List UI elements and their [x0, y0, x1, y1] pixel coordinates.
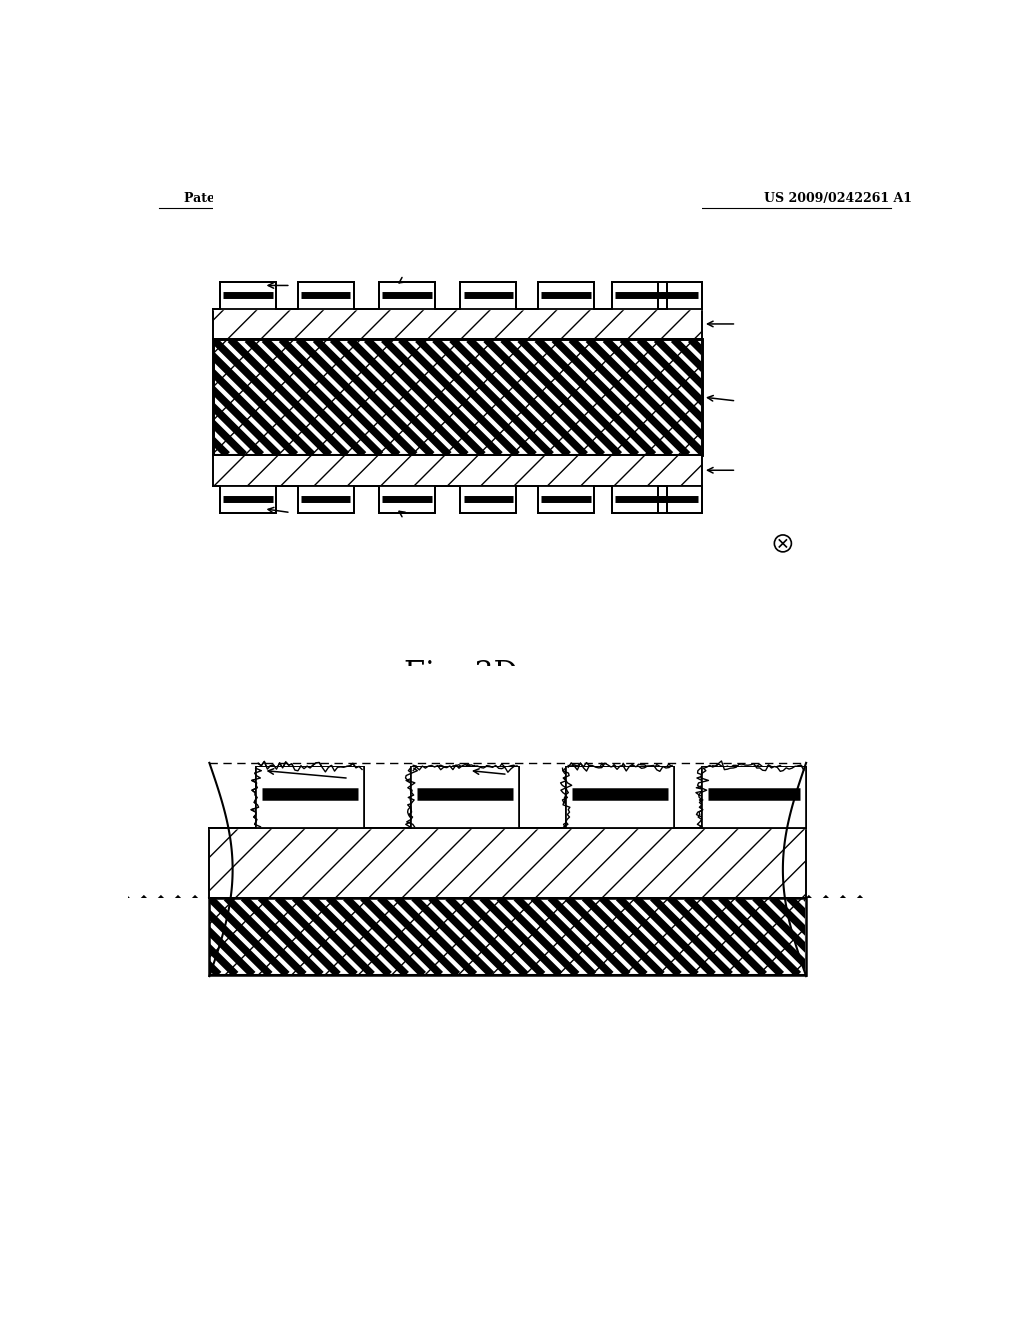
Circle shape	[774, 535, 792, 552]
Bar	[379, 486, 435, 512]
Bar	[538, 281, 594, 309]
Bar	[128, 898, 210, 1205]
Text: Fig. 3C: Fig. 3C	[404, 243, 518, 275]
Bar	[538, 281, 594, 309]
Bar	[213, 339, 701, 455]
Bar	[298, 281, 353, 309]
Bar	[538, 486, 594, 512]
Bar	[379, 486, 435, 512]
Bar	[213, 339, 701, 455]
Bar	[213, 455, 701, 609]
Bar	[461, 486, 516, 512]
Bar	[538, 281, 594, 309]
Bar	[611, 281, 668, 309]
Text: Patent Application Publication: Patent Application Publication	[183, 191, 399, 205]
Bar	[658, 281, 701, 309]
Bar	[213, 339, 701, 455]
Bar	[220, 281, 276, 309]
Text: 21UV$_{\mathregular{P1}}$: 21UV$_{\mathregular{P1}}$	[303, 731, 356, 748]
Bar	[566, 767, 675, 829]
Text: 21LO$_{\mathregular{P1}}$: 21LO$_{\mathregular{P1}}$	[350, 519, 401, 537]
Text: 21L$_1$: 21L$_1$	[741, 458, 776, 475]
Polygon shape	[209, 767, 806, 829]
Text: Oct. 1, 2009   Sheet 5 of 23: Oct. 1, 2009 Sheet 5 of 23	[335, 191, 526, 205]
Polygon shape	[213, 281, 701, 309]
Bar	[701, 767, 806, 829]
Bar	[658, 486, 701, 512]
Bar	[461, 281, 516, 309]
Text: Fig. 3D: Fig. 3D	[404, 659, 518, 690]
Bar	[209, 898, 806, 974]
Bar	[220, 486, 276, 512]
Bar	[538, 486, 594, 512]
Bar	[411, 767, 519, 829]
Text: 21LV$_{\mathregular{P1}}$: 21LV$_{\mathregular{P1}}$	[246, 517, 297, 535]
Bar	[256, 767, 365, 829]
Bar	[220, 281, 276, 309]
Bar	[461, 486, 516, 512]
Bar	[805, 898, 1024, 1205]
Bar	[611, 486, 668, 512]
Bar	[209, 665, 806, 896]
Bar	[256, 767, 365, 829]
Text: Y: Y	[759, 539, 768, 552]
Bar	[213, 309, 701, 339]
Text: US 2009/0242261 A1: US 2009/0242261 A1	[764, 191, 911, 205]
Bar	[538, 486, 594, 512]
Bar	[461, 281, 516, 309]
Bar	[220, 281, 276, 309]
Text: Z: Z	[778, 498, 787, 512]
Bar	[658, 281, 701, 309]
Bar	[298, 281, 353, 309]
Bar	[701, 767, 806, 829]
Bar	[209, 974, 806, 1205]
Bar	[379, 281, 435, 309]
Bar	[128, 301, 214, 609]
Text: 21U$_1$: 21U$_1$	[741, 312, 778, 329]
Bar	[213, 185, 701, 339]
Text: 21UO$_{\mathregular{P1}}$: 21UO$_{\mathregular{P1}}$	[349, 257, 403, 275]
Bar	[220, 486, 276, 512]
Bar	[220, 486, 276, 512]
Polygon shape	[213, 486, 701, 512]
Bar	[298, 281, 353, 309]
Text: X: X	[818, 536, 828, 550]
Bar	[658, 281, 701, 309]
Bar	[411, 767, 519, 829]
Bar	[209, 898, 806, 974]
Bar	[379, 281, 435, 309]
Bar	[379, 281, 435, 309]
Bar	[298, 486, 353, 512]
Bar	[209, 829, 806, 898]
Bar	[611, 486, 668, 512]
Text: 10: 10	[741, 391, 760, 404]
Text: 21UO$_{\mathregular{P1}}$: 21UO$_{\mathregular{P1}}$	[461, 726, 515, 743]
Bar	[298, 486, 353, 512]
Bar	[566, 767, 675, 829]
Bar	[213, 455, 701, 486]
Bar	[658, 486, 701, 512]
Bar	[461, 281, 516, 309]
Text: 21UV$_{\mathregular{P1}}$: 21UV$_{\mathregular{P1}}$	[245, 264, 298, 281]
Bar	[611, 486, 668, 512]
Bar	[658, 486, 701, 512]
Bar	[461, 486, 516, 512]
Bar	[611, 281, 668, 309]
Bar	[379, 486, 435, 512]
Bar	[700, 301, 1011, 609]
Bar	[611, 281, 668, 309]
Bar	[298, 486, 353, 512]
